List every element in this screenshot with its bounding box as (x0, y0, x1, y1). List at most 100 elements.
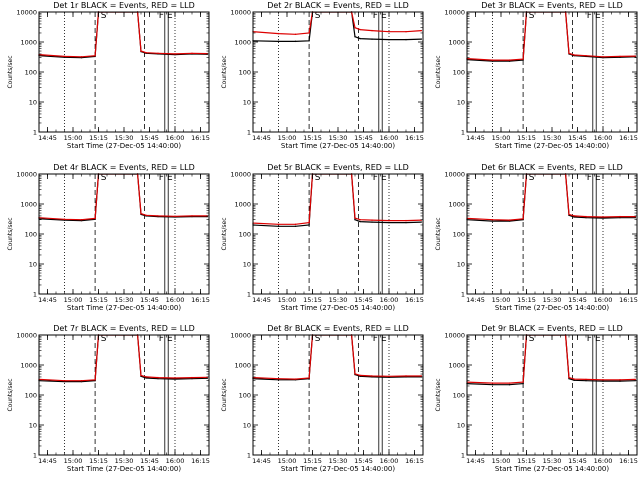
y-tick-label: 100 (239, 392, 251, 400)
x-tick-label: 16:15 (405, 457, 424, 465)
x-tick-label: 15:15 (517, 134, 536, 142)
events-data-point (508, 384, 511, 386)
y-tick-label: 1000 (20, 362, 37, 370)
lld-data-point (294, 378, 297, 380)
lld-series-line (467, 12, 636, 61)
x-tick-label: 16:00 (166, 134, 185, 142)
y-tick-label: 1 (33, 452, 37, 460)
x-tick-label: 15:45 (568, 296, 587, 304)
events-data-point (359, 220, 361, 223)
lld-data-point (634, 215, 636, 218)
lld-data-point (157, 376, 159, 379)
x-tick-label: 15:00 (278, 457, 297, 465)
x-tick-label: 14:45 (38, 134, 57, 142)
events-series-line (467, 174, 636, 222)
events-data-point (585, 379, 587, 382)
x-tick-label: 15:45 (140, 134, 159, 142)
lld-data-point (354, 26, 356, 29)
y-tick-label: 10000 (230, 171, 251, 179)
events-series-line (253, 174, 422, 227)
events-data-point (388, 221, 390, 224)
marker-f: F (587, 334, 592, 344)
x-axis-label: Start Time (27-Dec-05 14:40:00) (495, 304, 609, 312)
events-data-point (573, 379, 575, 381)
events-data-point (354, 218, 356, 221)
x-tick-label: 16:15 (191, 134, 210, 142)
x-tick-label: 16:00 (594, 457, 613, 465)
lld-series-line (39, 12, 208, 58)
marker-s: S (101, 173, 107, 183)
x-axis-label: Start Time (27-Dec-05 14:40:00) (281, 465, 395, 473)
x-tick-label: 16:00 (380, 296, 399, 304)
lld-data-point (522, 218, 524, 220)
events-data-point (491, 384, 494, 386)
panel-title: Det 4r BLACK = Events, RED = LLD (53, 163, 195, 172)
x-tick-label: 16:00 (166, 296, 185, 304)
panel-title: Det 6r BLACK = Events, RED = LLD (481, 163, 623, 172)
marker-e: E (167, 173, 173, 183)
lld-data-point (420, 375, 422, 377)
x-tick-label: 15:45 (354, 296, 373, 304)
x-tick-label: 15:00 (64, 134, 83, 142)
marker-e: E (381, 11, 387, 21)
lld-data-point (371, 375, 373, 377)
lld-data-point (80, 56, 83, 58)
x-axis-label: Start Time (27-Dec-05 14:40:00) (67, 304, 181, 312)
marker-f: F (587, 11, 592, 21)
lld-data-point (63, 55, 66, 58)
x-tick-label: 15:00 (492, 134, 511, 142)
x-tick-label: 15:30 (329, 134, 348, 142)
x-tick-label: 15:30 (543, 296, 562, 304)
y-axis-label: Counts/sec (435, 378, 442, 411)
marker-e: E (595, 334, 601, 344)
y-tick-label: 10 (29, 422, 37, 430)
marker-f: F (587, 173, 592, 183)
x-tick-label: 15:15 (303, 457, 322, 465)
events-data-point (294, 40, 297, 43)
lld-data-point (80, 218, 83, 221)
lld-series-line (467, 335, 636, 384)
events-data-point (371, 38, 373, 40)
marker-f: F (373, 11, 378, 21)
events-data-point (371, 221, 373, 223)
y-tick-label: 10000 (230, 332, 251, 340)
events-data-point (294, 225, 297, 228)
y-tick-label: 1000 (448, 39, 465, 47)
marker-e: E (595, 173, 601, 183)
y-tick-label: 10000 (444, 9, 465, 17)
y-tick-label: 10 (243, 422, 251, 430)
x-tick-label: 16:15 (191, 296, 210, 304)
marker-s: S (529, 334, 535, 344)
x-tick-label: 16:15 (405, 296, 424, 304)
x-tick-label: 15:30 (115, 296, 134, 304)
x-tick-label: 14:45 (38, 296, 57, 304)
x-axis-label: Start Time (27-Dec-05 14:40:00) (67, 142, 181, 150)
lld-data-point (277, 32, 280, 35)
lld-data-point (573, 215, 575, 217)
x-tick-label: 16:00 (594, 296, 613, 304)
marker-e: E (167, 334, 173, 344)
lld-series-line (467, 174, 636, 221)
y-tick-label: 1000 (234, 201, 251, 209)
lld-data-point (371, 219, 373, 221)
x-tick-label: 16:15 (405, 134, 424, 142)
y-tick-label: 10 (457, 99, 465, 107)
lld-data-point (508, 59, 511, 61)
x-tick-label: 16:00 (380, 134, 399, 142)
lld-data-point (354, 373, 356, 375)
y-tick-label: 1 (247, 452, 251, 460)
events-data-point (388, 38, 390, 41)
lld-data-point (388, 219, 390, 222)
marker-e: E (381, 173, 387, 183)
events-data-point (585, 216, 587, 219)
lld-data-point (371, 29, 373, 32)
lld-data-point (634, 378, 636, 381)
events-data-point (277, 40, 280, 43)
lld-data-point (388, 375, 390, 378)
y-tick-label: 100 (453, 392, 465, 400)
